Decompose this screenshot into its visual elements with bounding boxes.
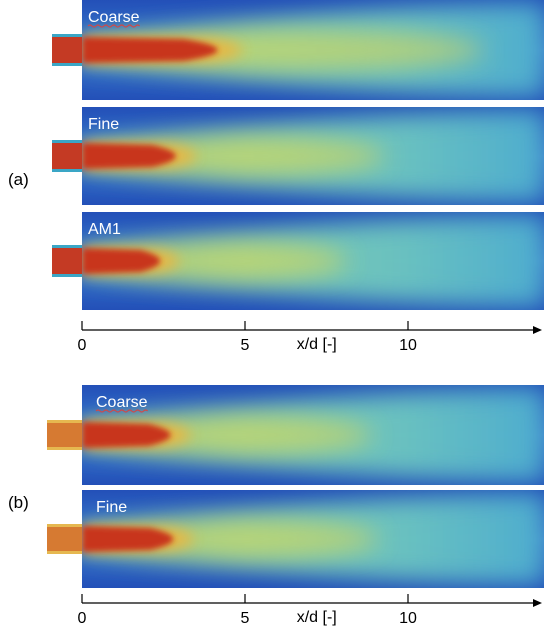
- panel-label: Fine: [88, 116, 119, 133]
- potential-core: [82, 37, 218, 63]
- nozzle-inlet: [47, 420, 82, 450]
- nozzle-inlet: [47, 524, 82, 554]
- axes-layer: 0 5 10 x/d [-] 0 5 10 x/d [-]: [78, 321, 542, 627]
- group-label-b: (b): [8, 493, 29, 512]
- contour-panel-b-coarse: Coarse: [47, 385, 544, 485]
- nozzle-inlet: [52, 245, 82, 277]
- axis-a: 0 5 10 x/d [-]: [78, 321, 542, 354]
- tick-label: 5: [241, 337, 250, 354]
- tick-label: 10: [399, 610, 417, 627]
- tick-label: 10: [399, 337, 417, 354]
- panel-label: Coarse: [96, 394, 148, 411]
- axis-arrowhead: [533, 326, 542, 334]
- panels-layer: Coarse Fine AM1 Coarse Fine: [47, 0, 544, 588]
- axis-label: x/d [-]: [297, 336, 337, 353]
- axis-label: x/d [-]: [297, 609, 337, 626]
- panel-label: AM1: [88, 221, 121, 238]
- contour-panel-a-coarse: Coarse: [52, 0, 544, 100]
- contour-panel-b-fine: Fine: [47, 490, 544, 588]
- potential-core: [82, 143, 176, 169]
- spellcheck-underline: [95, 409, 149, 413]
- tick-label: 0: [78, 337, 87, 354]
- panel-label: Coarse: [88, 9, 140, 26]
- spellcheck-underline: [87, 24, 141, 28]
- panel-label: Fine: [96, 499, 127, 516]
- axis-b: 0 5 10 x/d [-]: [78, 594, 542, 627]
- nozzle-inlet: [52, 140, 82, 172]
- tick-label: 5: [241, 610, 250, 627]
- contour-panel-a-am1: AM1: [52, 212, 544, 310]
- nozzle-inlet: [52, 34, 82, 66]
- contour-panel-a-fine: Fine: [52, 107, 544, 205]
- axis-arrowhead: [533, 599, 542, 607]
- potential-core: [82, 248, 161, 274]
- group-label-a: (a): [8, 170, 29, 189]
- potential-core: [82, 422, 171, 448]
- potential-core: [82, 526, 174, 552]
- tick-label: 0: [78, 610, 87, 627]
